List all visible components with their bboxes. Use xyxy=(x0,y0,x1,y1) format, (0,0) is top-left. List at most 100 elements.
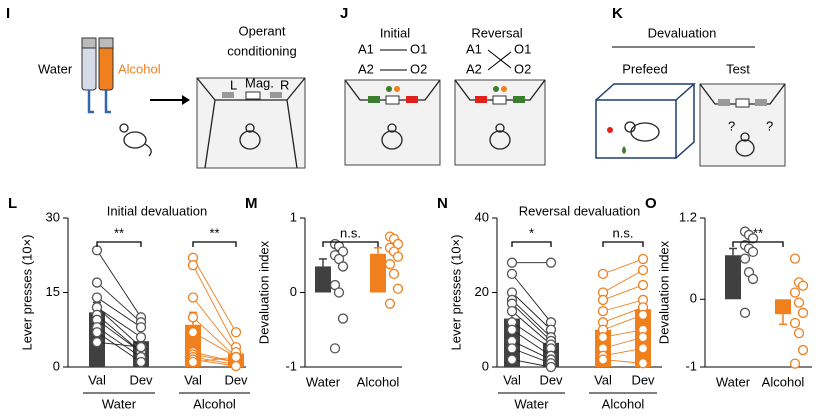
subject-line xyxy=(602,258,644,275)
subject-line xyxy=(192,257,237,333)
subject-line xyxy=(192,331,237,358)
data-point xyxy=(91,292,103,303)
subject-line xyxy=(511,299,552,338)
data-point xyxy=(506,324,518,335)
subject-line xyxy=(96,331,142,363)
reversal-title: Reversal xyxy=(471,25,522,40)
y-tick-label: 0 xyxy=(290,284,297,299)
subject-line xyxy=(192,356,237,365)
data-point xyxy=(187,327,199,338)
x-tick-label: Val xyxy=(184,372,202,387)
subject-line xyxy=(511,329,552,357)
x-tick-label: Dev xyxy=(631,372,655,387)
data-point xyxy=(230,360,242,372)
arrow-head xyxy=(182,95,190,105)
y-tick-label: 1.2 xyxy=(679,209,697,224)
x-tick-label: Val xyxy=(503,372,521,387)
data-point xyxy=(135,322,147,333)
data-point xyxy=(637,253,649,265)
x-tick-label: Water xyxy=(306,374,341,389)
data-point xyxy=(797,280,809,291)
data-point xyxy=(329,343,341,354)
subject-line xyxy=(192,264,237,348)
data-point xyxy=(506,354,518,365)
data-point xyxy=(333,287,345,298)
subject-line xyxy=(511,340,552,360)
action: A2 xyxy=(466,61,482,76)
y-axis-label: Lever presses (10×) xyxy=(19,235,34,351)
data-point xyxy=(789,253,801,264)
data-point xyxy=(637,264,649,276)
alcohol-label: Alcohol xyxy=(118,61,161,76)
subject-line xyxy=(602,359,644,364)
subject-line xyxy=(511,292,552,331)
significance-label: * xyxy=(529,225,534,240)
panel-label: K xyxy=(612,5,623,22)
subject-line xyxy=(96,282,142,323)
panel-label: N xyxy=(437,195,448,212)
subject-line xyxy=(192,317,237,358)
group-label: Alcohol xyxy=(602,396,645,411)
y-tick-label: 15 xyxy=(46,284,60,299)
data-point xyxy=(747,233,759,244)
data-point xyxy=(797,307,809,318)
significance-bracket xyxy=(96,241,142,247)
significance-label: n.s. xyxy=(613,225,634,240)
bar xyxy=(775,299,791,315)
devaluation-title: Devaluation xyxy=(648,25,717,40)
data-point xyxy=(135,332,147,343)
data-point xyxy=(384,259,396,270)
y-tick-label: 40 xyxy=(475,209,489,224)
subject-line xyxy=(192,359,237,367)
subject-line xyxy=(602,329,644,338)
operant-title: Operant xyxy=(239,23,286,38)
data-point xyxy=(187,260,199,271)
x-tick-label: Alcohol xyxy=(357,374,400,389)
test-box xyxy=(699,83,786,167)
data-point xyxy=(91,277,103,288)
subject-line xyxy=(511,321,552,349)
data-point xyxy=(637,358,649,369)
data-point xyxy=(797,344,809,356)
subject-line xyxy=(511,359,552,368)
y-tick-label: 1 xyxy=(290,209,297,224)
data-point xyxy=(747,246,759,258)
x-tick-label: Val xyxy=(88,372,106,387)
test-title: Test xyxy=(726,61,750,76)
data-point xyxy=(597,305,609,317)
data-point xyxy=(187,292,199,303)
data-point xyxy=(337,261,349,272)
y-tick-label: 0 xyxy=(690,291,697,306)
data-point xyxy=(392,251,404,262)
cube xyxy=(595,83,696,159)
panel-label: L xyxy=(8,195,17,212)
y-axis-label: Lever presses (10×) xyxy=(448,235,463,351)
y-tick-label: -1 xyxy=(285,358,297,373)
subject-line xyxy=(602,306,644,323)
outcome: O2 xyxy=(514,61,531,76)
prefeed-title: Prefeed xyxy=(622,61,668,76)
x-tick-label: Dev xyxy=(539,372,563,387)
group-label: Alcohol xyxy=(193,396,236,411)
lever-label: L xyxy=(230,77,237,92)
significance-bracket xyxy=(732,241,784,247)
x-tick-label: Water xyxy=(716,374,751,389)
y-axis-label: Devaluation index xyxy=(256,240,271,344)
chart-title: Initial devaluation xyxy=(107,203,207,218)
data-point xyxy=(789,317,801,329)
data-point xyxy=(388,268,400,280)
significance-bracket xyxy=(602,241,644,247)
group-label: Water xyxy=(102,396,137,411)
data-point xyxy=(789,358,801,369)
chart-title: Reversal devaluation xyxy=(519,203,640,218)
question-mark: ? xyxy=(766,118,773,133)
subject-line xyxy=(511,347,552,364)
x-tick-label: Val xyxy=(594,372,612,387)
data-point xyxy=(793,327,805,339)
data-point xyxy=(91,337,103,348)
lever-label: R xyxy=(280,77,289,92)
operant-box xyxy=(196,77,306,169)
data-point xyxy=(597,268,609,280)
y-axis-label: Devaluation index xyxy=(656,240,671,344)
